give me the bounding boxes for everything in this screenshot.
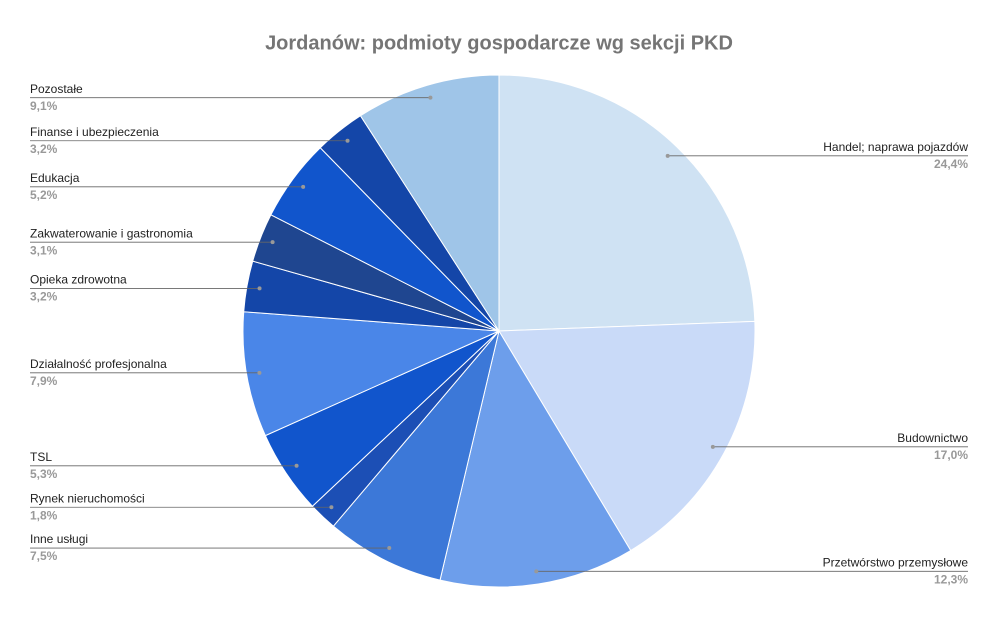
leader-dot: [329, 505, 334, 510]
slice-value: 5,2%: [30, 188, 58, 202]
leader-dot: [294, 463, 299, 468]
slice-value: 7,5%: [30, 549, 58, 563]
slice-value: 3,2%: [30, 142, 58, 156]
pie-slice: [498, 74, 756, 332]
slice-label: Zakwaterowanie i gastronomia: [30, 226, 193, 240]
leader-dot: [257, 286, 262, 291]
slice-label: Finanse i ubezpieczenia: [30, 125, 159, 139]
slice-label: Pozostałe: [30, 82, 83, 96]
slice-value: 1,8%: [30, 508, 58, 522]
pie-slice: [242, 311, 500, 437]
slice-value: 24,4%: [934, 157, 968, 171]
slice-label: Przetwórstwo przemysłowe: [823, 555, 969, 569]
leader-dot: [345, 138, 350, 143]
leader-dot: [387, 546, 392, 551]
pie-slice: [332, 330, 500, 581]
leader-dot: [534, 569, 539, 574]
slice-label: Edukacja: [30, 171, 80, 185]
slice-value: 3,2%: [30, 290, 58, 304]
slice-label: Inne usługi: [30, 532, 88, 546]
leader-dot: [257, 370, 262, 375]
slice-value: 7,9%: [30, 374, 58, 388]
slice-label: Handel; naprawa pojazdów: [823, 140, 968, 154]
pie-slice: [359, 74, 500, 333]
leader-dot: [301, 184, 306, 189]
slice-value: 17,0%: [934, 448, 968, 462]
leader-dot: [665, 153, 670, 158]
pie-slice: [439, 329, 632, 588]
slice-label: Opieka zdrowotna: [30, 273, 127, 287]
slice-value: 3,1%: [30, 243, 58, 257]
leader-dot: [710, 444, 715, 449]
slice-label: TSL: [30, 450, 52, 464]
slice-label: Budownictwo: [897, 431, 968, 445]
slice-value: 12,3%: [934, 572, 968, 586]
leader-dot: [428, 95, 433, 100]
chart-title: Jordanów: podmioty gospodarcze wg sekcji…: [265, 32, 733, 54]
slice-value: 9,1%: [30, 99, 58, 113]
leader-dot: [270, 240, 275, 245]
slice-label: Rynek nieruchomości: [30, 491, 145, 505]
pie-slice: [498, 320, 756, 552]
slice-label: Działalność profesjonalna: [30, 357, 167, 371]
slice-value: 5,3%: [30, 467, 58, 481]
